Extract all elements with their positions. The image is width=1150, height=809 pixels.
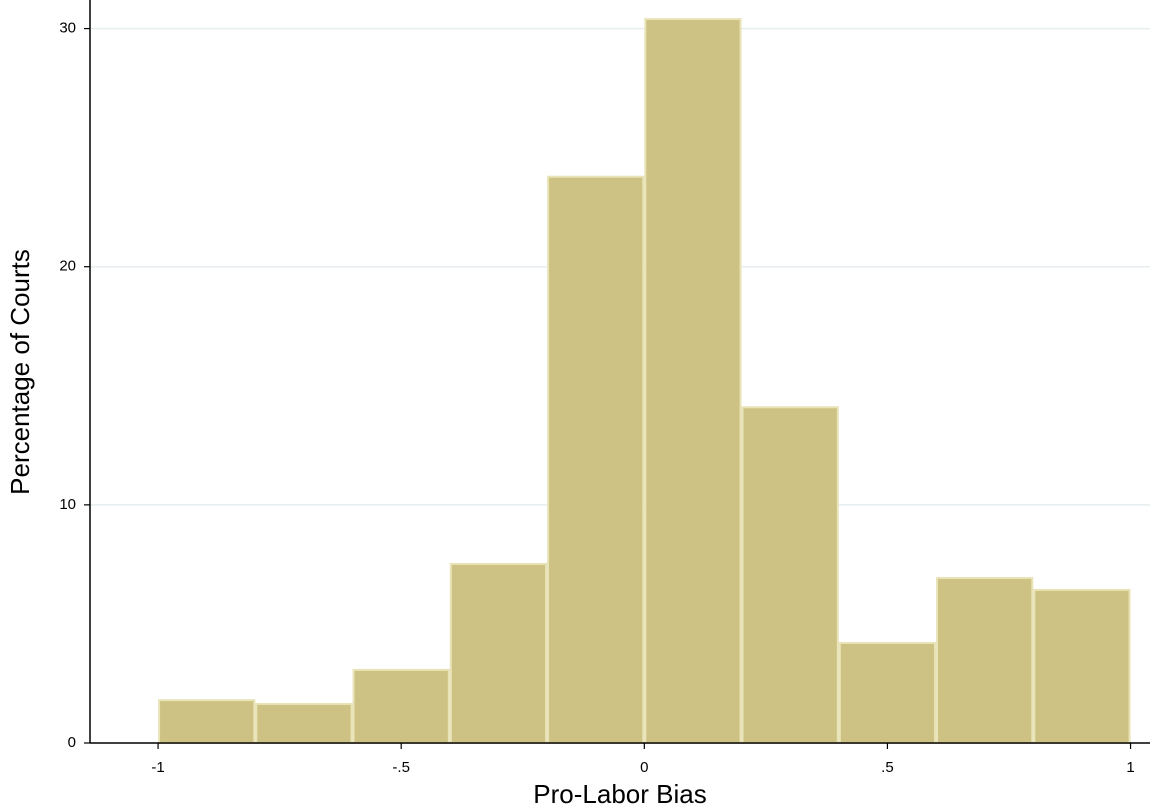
bar: [644, 18, 742, 745]
y-axis-title: Percentage of Courts: [5, 249, 35, 495]
y-tick-label: 30: [59, 20, 76, 37]
x-tick-label: 0: [640, 759, 648, 776]
y-tick-label: 20: [59, 258, 76, 275]
y-tick-label: 0: [68, 734, 76, 751]
x-tick-label: -.5: [392, 759, 410, 776]
bar: [449, 562, 548, 745]
bar: [158, 699, 256, 745]
bar: [936, 576, 1034, 744]
bar: [838, 641, 937, 745]
y-tick-label: 10: [59, 496, 76, 513]
x-axis-title: Pro-Labor Bias: [533, 779, 706, 809]
bar: [352, 668, 450, 744]
x-tick-label: -1: [151, 759, 164, 776]
bar: [547, 175, 645, 745]
x-tick-label: .5: [881, 759, 894, 776]
bar: [741, 406, 839, 744]
x-tick-label: 1: [1126, 759, 1134, 776]
bar: [1033, 588, 1131, 744]
bar: [255, 702, 353, 745]
